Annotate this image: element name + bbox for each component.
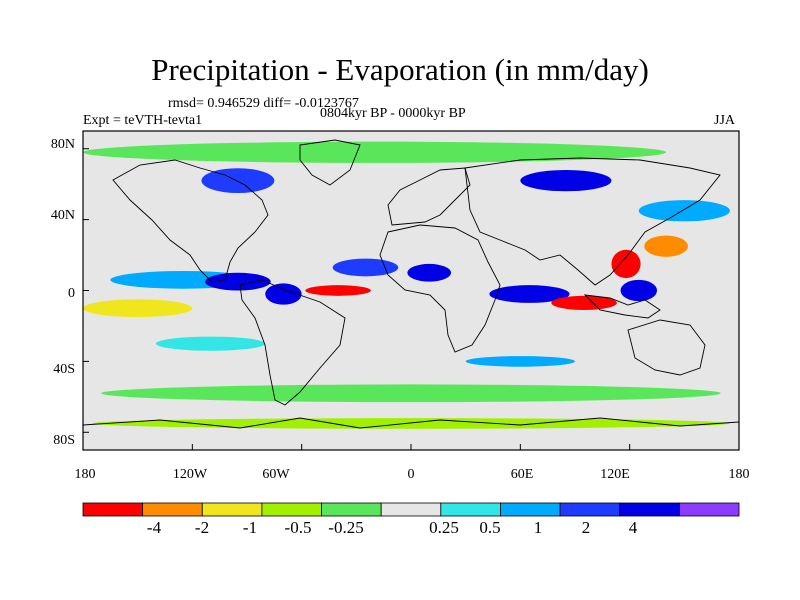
region-maritime-dry — [611, 249, 641, 279]
region-southern-ocean — [101, 384, 721, 403]
colorbar-label: 4 — [628, 518, 638, 537]
lon-tick-label: 0 — [407, 467, 415, 482]
colorbar-swatch — [440, 502, 501, 517]
coast-south-america — [239, 279, 346, 406]
coast-africa — [379, 224, 501, 353]
region-nw-pacific-warm — [265, 283, 302, 305]
colorbar-swatch — [82, 502, 144, 517]
lat-tick-label: 40S — [53, 362, 75, 377]
colorbar — [82, 502, 740, 517]
colorbar-swatch — [559, 502, 621, 517]
colorbar-label: -2 — [194, 518, 210, 537]
coast-antarctica — [83, 417, 739, 429]
colorbar-label: -1 — [242, 518, 258, 537]
region-atlantic-dry — [305, 285, 371, 296]
coast-maritime — [583, 294, 661, 319]
region-sh-midlat-a — [155, 336, 266, 351]
colorbar-swatch — [142, 502, 203, 517]
lat-tick-label: 80N — [50, 137, 75, 152]
colorbar-label: -4 — [146, 518, 162, 537]
coast-australia — [627, 319, 706, 376]
region-antarctic-band — [92, 418, 730, 429]
colorbar-label: 2 — [581, 518, 591, 537]
axis-ticks — [82, 148, 740, 450]
lon-tick-label: 60E — [510, 467, 534, 482]
lat-tick-label: 0 — [68, 286, 75, 301]
coastlines — [83, 139, 739, 429]
colorbar-label: 0.25 — [429, 518, 459, 537]
colorbar-label: -0.25 — [328, 518, 364, 537]
region-nw-pacific-dry — [644, 235, 688, 257]
region-canada-wet — [201, 168, 275, 194]
lon-tick-label: 180 — [728, 467, 750, 482]
stats-label: rmsd= 0.946529 diff= -0.0123767 — [168, 96, 359, 111]
colorbar-swatch — [619, 502, 680, 517]
lon-tick-label: 60W — [262, 467, 290, 482]
lon-tick-label: 180 — [74, 467, 96, 482]
colorbar-label: 1 — [533, 518, 543, 537]
region-itcz-eastpac — [205, 272, 271, 291]
experiment-label: Expt = teVTH-tevta1 — [83, 113, 203, 128]
lon-tick-label: 120W — [172, 467, 208, 482]
lat-tick-label: 80S — [53, 433, 75, 448]
colorbar-swatch — [380, 502, 442, 517]
colorbar-swatch — [678, 502, 740, 517]
colorbar-swatch — [321, 502, 382, 517]
region-indian-wet — [489, 285, 570, 303]
region-arctic-band — [83, 141, 667, 163]
coast-greenland — [299, 139, 361, 186]
region-atlantic-wet — [332, 258, 399, 277]
plot-title: Precipitation - Evaporation (in mm/day) — [151, 52, 649, 87]
colorbar-label: 0.5 — [479, 518, 501, 537]
region-south-pacific-dry — [83, 299, 193, 318]
region-africa-wet — [407, 263, 452, 282]
colorbar-swatch — [201, 502, 263, 517]
region-maritime-wet — [620, 279, 657, 302]
colorbar-swatch — [261, 502, 322, 517]
colorbar-label: -0.5 — [284, 518, 312, 537]
region-sh-midlat-b — [465, 356, 575, 367]
region-indian-dry — [551, 295, 617, 310]
colorbar-swatch — [500, 502, 561, 517]
region-north-pacific-wet — [638, 200, 730, 222]
season-label: JJA — [714, 113, 736, 128]
lon-tick-label: 120E — [600, 467, 630, 482]
coast-asia — [464, 157, 721, 286]
period-label: 0804kyr BP - 0000kyr BP — [320, 106, 466, 121]
coast-north-america — [112, 159, 269, 283]
region-siberia-wet — [520, 169, 612, 192]
lat-tick-label: 40N — [50, 208, 75, 223]
